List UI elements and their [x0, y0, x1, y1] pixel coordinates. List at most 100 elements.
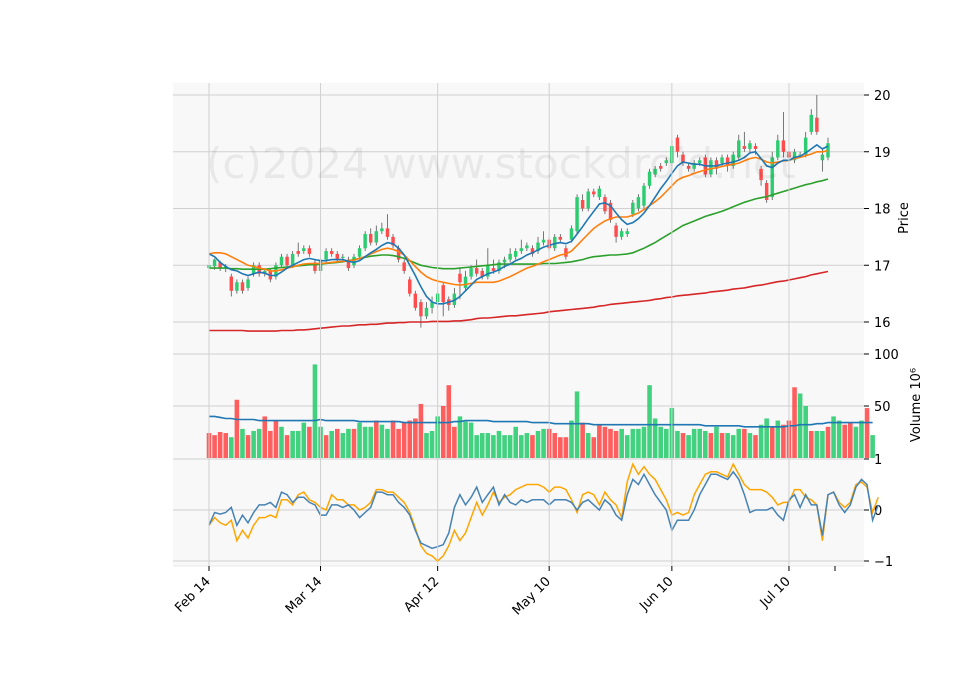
- volume-bar: [636, 428, 641, 458]
- oscillator-tick-label: 0: [874, 504, 882, 519]
- volume-bar: [519, 435, 524, 458]
- volume-bar: [691, 428, 697, 458]
- candle-body: [664, 160, 669, 164]
- volume-bar: [663, 428, 669, 458]
- price-tick-label: 17: [874, 259, 891, 274]
- volume-bar: [396, 428, 401, 458]
- volume-bar: [742, 428, 747, 458]
- volume-bar: [814, 430, 820, 458]
- volume-bar: [853, 426, 859, 458]
- candle-body: [352, 256, 356, 266]
- candle-body: [541, 239, 546, 243]
- volume-bar: [708, 433, 714, 458]
- ma-slow-line: [209, 178, 829, 270]
- volume-bar: [848, 422, 853, 458]
- volume-bar: [268, 430, 273, 458]
- candle-body: [614, 225, 618, 237]
- candle-body: [413, 293, 418, 308]
- volume-bar: [446, 385, 452, 458]
- candle-body: [686, 165, 691, 169]
- candle-body: [658, 165, 663, 169]
- candle-body: [553, 236, 557, 249]
- volume-bar: [647, 385, 652, 458]
- candle-body: [307, 248, 312, 254]
- volume-ma-line: [209, 415, 873, 428]
- candle-body: [302, 248, 306, 252]
- candle-body: [692, 163, 696, 169]
- candle-body: [341, 256, 345, 258]
- candle-body: [781, 140, 786, 152]
- candle-body: [229, 276, 234, 291]
- volume-bar: [675, 430, 680, 458]
- volume-bar: [524, 433, 530, 458]
- candle-body: [335, 253, 339, 260]
- candle-body: [324, 251, 328, 260]
- price-tick-label: 19: [874, 146, 891, 161]
- candle-body: [240, 282, 245, 291]
- volume-bar: [418, 403, 424, 458]
- volume-bar: [652, 418, 658, 458]
- candle-body: [474, 268, 479, 274]
- volume-bar: [329, 430, 334, 458]
- candle-body: [820, 154, 825, 161]
- volume-bar: [295, 430, 301, 458]
- volume-bar: [284, 435, 290, 458]
- volume-bar: [440, 406, 446, 458]
- volume-bar: [256, 428, 262, 458]
- volume-bar: [357, 422, 362, 458]
- x-tick-label: Feb 14: [172, 574, 214, 616]
- volume-bar: [413, 418, 418, 458]
- volume-bar: [630, 428, 636, 458]
- volume-bar: [346, 428, 351, 458]
- candle-body: [508, 253, 512, 260]
- volume-bar: [530, 435, 535, 458]
- volume-bar: [496, 430, 502, 458]
- volume-panel: 50 100: [173, 348, 899, 458]
- volume-bar: [764, 418, 769, 458]
- volume-bar: [502, 435, 507, 458]
- price-tick-label: 16: [874, 316, 891, 331]
- volume-bar: [753, 435, 758, 458]
- candle-body: [742, 146, 747, 149]
- candle-body: [525, 245, 529, 249]
- volume-bar: [429, 430, 435, 458]
- candle-body: [480, 270, 484, 277]
- volume-bar: [624, 435, 630, 458]
- ma-long-line: [209, 270, 829, 332]
- volume-bar: [301, 422, 307, 458]
- candle-body: [374, 231, 379, 243]
- candle-body: [647, 171, 652, 186]
- osc-panel-background: [173, 458, 864, 566]
- candle-body: [402, 262, 406, 271]
- volume-bar: [825, 426, 831, 458]
- volume-bar: [407, 420, 413, 458]
- oscillator-tick-label: −1: [874, 555, 893, 570]
- candle-body: [675, 137, 680, 152]
- volume-bar: [719, 433, 725, 458]
- candle-body: [519, 248, 524, 252]
- volume-bar: [362, 426, 368, 458]
- volume-bar: [379, 424, 385, 458]
- candle-body: [698, 160, 702, 164]
- volume-bar: [468, 422, 474, 458]
- candle-body: [212, 259, 217, 267]
- candle-body: [313, 262, 317, 271]
- candle-body: [296, 251, 300, 254]
- volume-bar: [251, 430, 256, 458]
- x-tick-label: Apr 12: [401, 574, 442, 615]
- candle-body: [424, 307, 429, 317]
- volume-bar: [747, 433, 753, 458]
- volume-bar: [479, 433, 485, 458]
- candle-body: [441, 285, 445, 303]
- candle-body: [631, 202, 635, 215]
- candle-body: [792, 151, 797, 161]
- candle-body: [329, 251, 334, 254]
- volume-bar: [870, 435, 875, 458]
- candle-body: [502, 259, 507, 263]
- x-tick-label: Jun 10: [636, 574, 676, 614]
- candle-body: [285, 256, 289, 266]
- volume-bar: [758, 424, 764, 458]
- volume-bar: [641, 426, 647, 458]
- candle-body: [218, 262, 222, 269]
- candle-body: [396, 248, 401, 260]
